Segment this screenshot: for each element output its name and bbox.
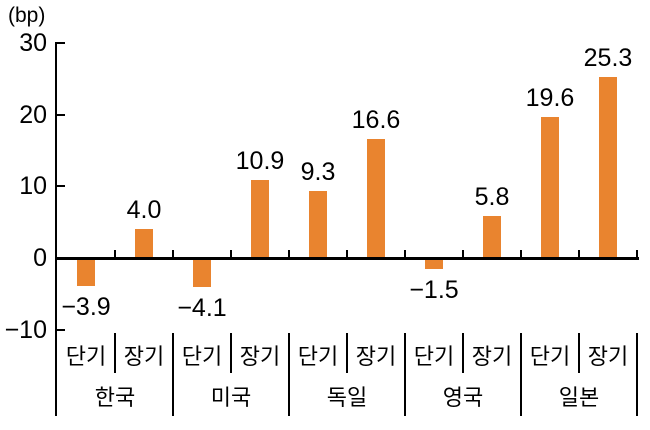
- group-divider: [288, 333, 290, 416]
- bar: [251, 179, 269, 258]
- bar-value-label: 19.6: [525, 84, 575, 113]
- bar-value-label: −3.9: [61, 292, 111, 321]
- x-tick: [230, 250, 232, 258]
- y-axis-line: [55, 42, 57, 416]
- category-label: 미국: [210, 385, 252, 410]
- x-tick: [172, 250, 174, 258]
- bar-value-label: 10.9: [235, 146, 285, 175]
- series-label: 단기: [65, 344, 107, 369]
- y-tick-label: 0: [33, 244, 47, 272]
- y-tick: [57, 328, 65, 331]
- series-divider: [230, 333, 232, 373]
- group-divider: [404, 333, 406, 416]
- bar: [309, 191, 327, 258]
- series-label: 장기: [239, 344, 281, 369]
- series-label: 장기: [355, 344, 397, 369]
- group-divider: [520, 333, 522, 416]
- series-divider: [578, 333, 580, 373]
- bar-value-label: 25.3: [583, 43, 633, 72]
- series-label: 장기: [123, 344, 165, 369]
- bar: [483, 216, 501, 258]
- bar: [367, 138, 385, 258]
- category-label: 한국: [94, 385, 136, 410]
- bar: [135, 229, 153, 258]
- x-tick: [520, 250, 522, 258]
- group-divider: [172, 333, 174, 416]
- bar: [599, 76, 617, 258]
- series-divider: [462, 333, 464, 373]
- bar: [193, 258, 211, 288]
- bar-value-label: 9.3: [300, 158, 336, 187]
- y-axis-unit-label: (bp): [8, 4, 46, 27]
- bar-value-label: −1.5: [409, 275, 459, 304]
- series-divider: [114, 333, 116, 373]
- y-tick-label: −10: [4, 315, 47, 344]
- x-tick: [462, 250, 464, 258]
- bar: [77, 258, 95, 286]
- x-tick: [114, 250, 116, 258]
- bar-value-label: 5.8: [474, 183, 510, 212]
- y-tick: [57, 41, 65, 44]
- category-label: 영국: [442, 385, 484, 410]
- series-divider: [346, 333, 348, 373]
- series-label: 단기: [529, 344, 571, 369]
- series-label: 단기: [413, 344, 455, 369]
- x-tick: [288, 250, 290, 258]
- x-axis-zero-line: [57, 257, 639, 260]
- x-tick: [636, 250, 638, 258]
- series-label: 단기: [297, 344, 339, 369]
- y-tick-label: 20: [19, 100, 47, 129]
- y-tick: [57, 113, 65, 116]
- y-tick: [57, 185, 65, 188]
- category-label: 일본: [558, 385, 600, 410]
- bar: [541, 117, 559, 258]
- bar-value-label: 4.0: [126, 196, 162, 225]
- bar-value-label: 16.6: [351, 105, 401, 134]
- x-tick: [578, 250, 580, 258]
- bar: [425, 258, 443, 269]
- y-tick-label: 30: [19, 28, 47, 57]
- series-label: 장기: [471, 344, 513, 369]
- y-tick-label: 10: [19, 172, 47, 201]
- series-label: 장기: [587, 344, 629, 369]
- x-tick: [346, 250, 348, 258]
- category-label: 독일: [326, 385, 368, 410]
- bar-value-label: −4.1: [177, 294, 227, 323]
- x-tick: [404, 250, 406, 258]
- group-divider: [636, 333, 638, 416]
- series-label: 단기: [181, 344, 223, 369]
